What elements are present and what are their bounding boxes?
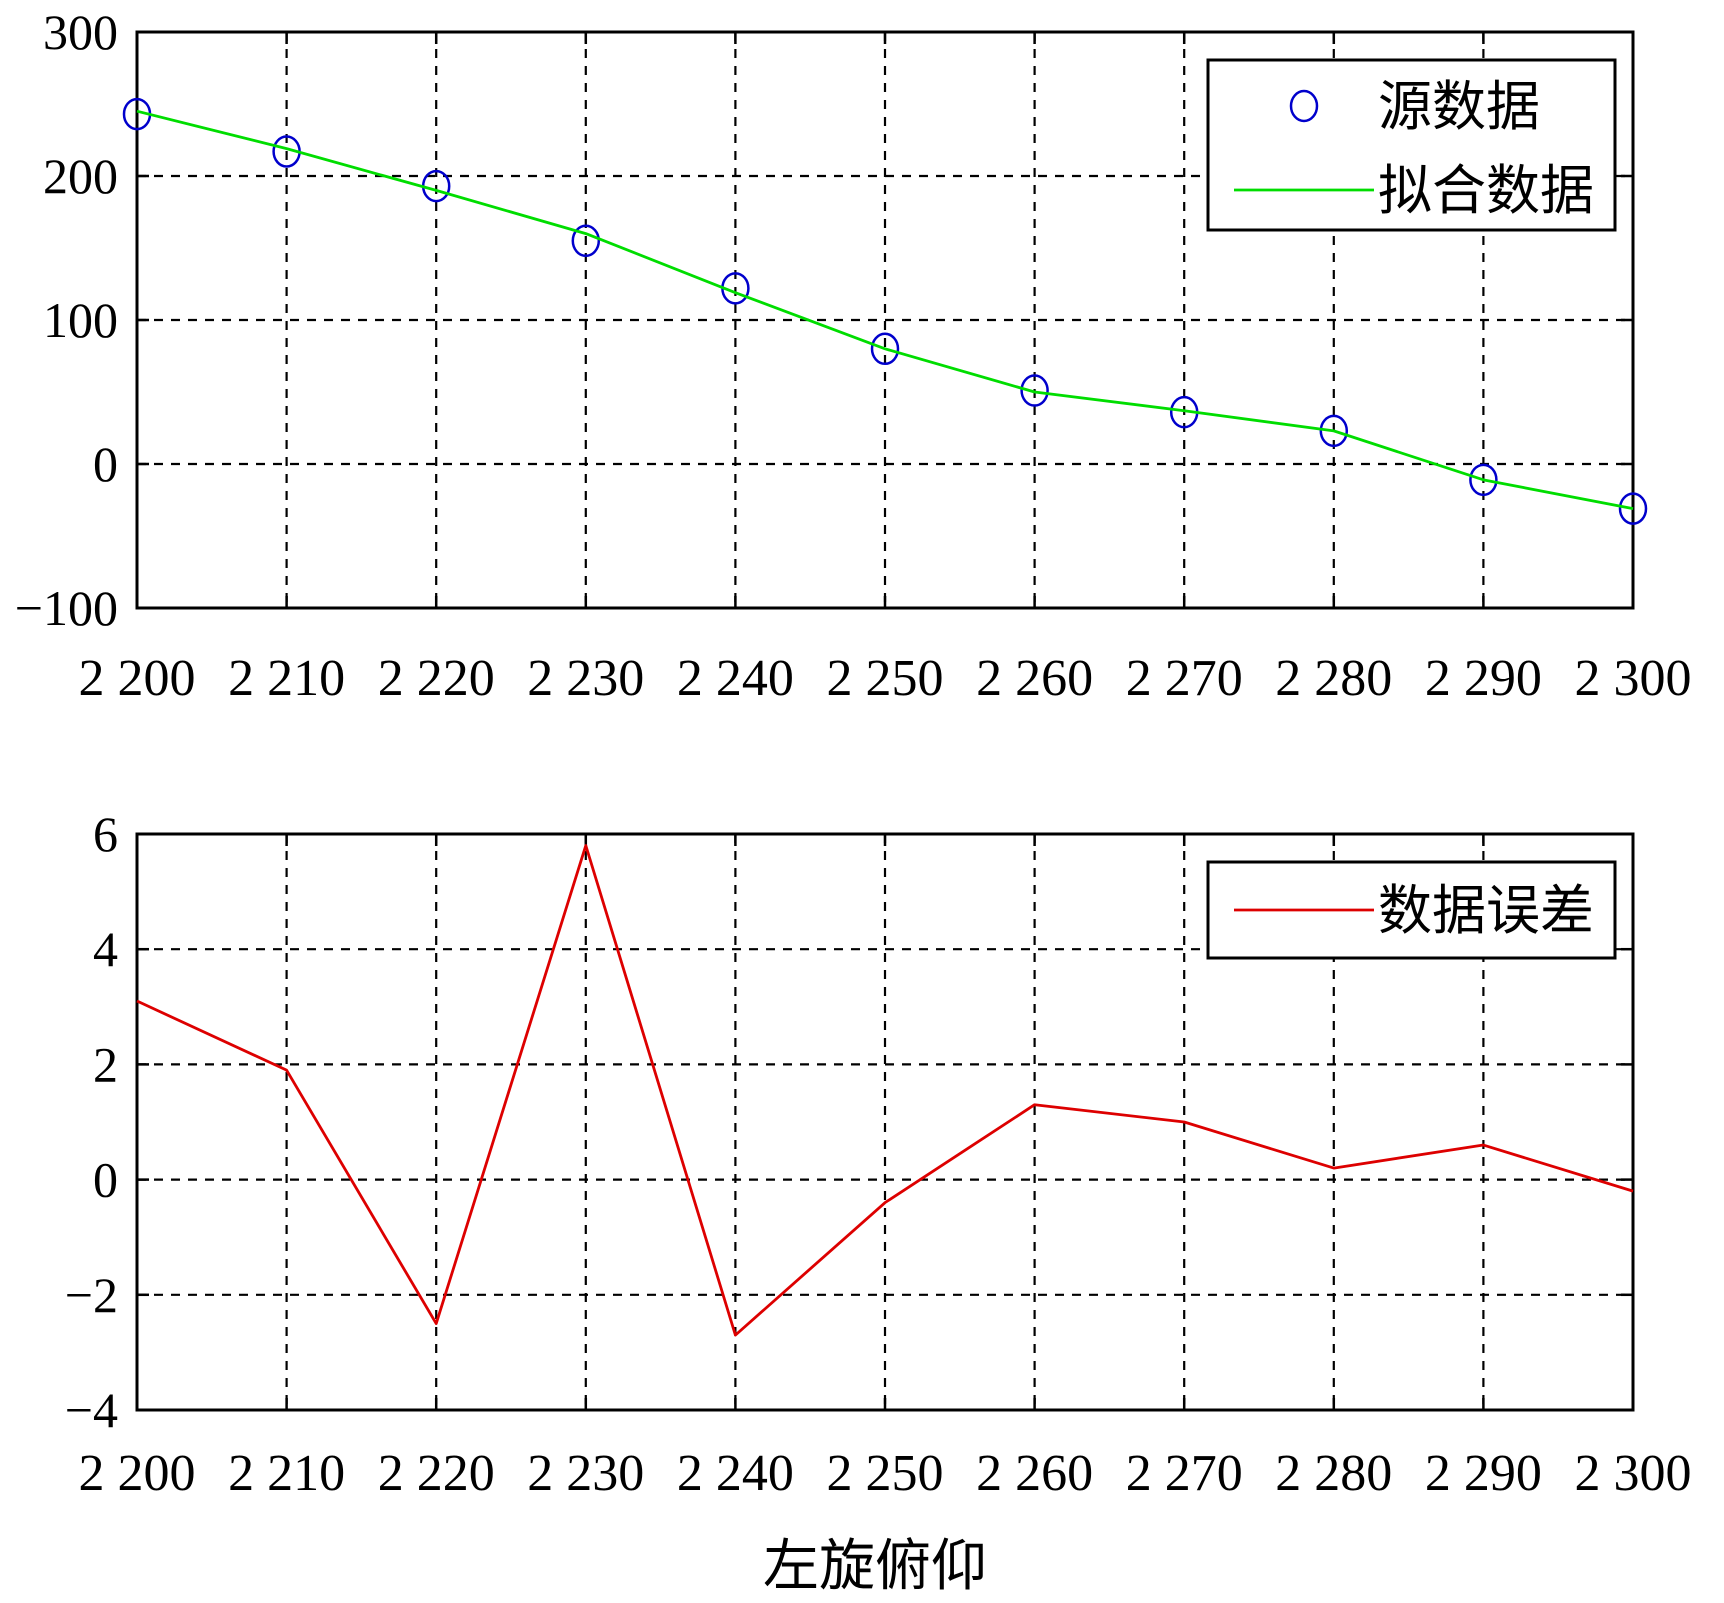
source-data-point xyxy=(571,224,601,258)
y-tick-label: −4 xyxy=(65,1382,118,1438)
x-tick-label: 2 240 xyxy=(677,1445,794,1502)
legend-label: 数据误差 xyxy=(1378,881,1594,941)
x-axis-label: 左旋俯仰 xyxy=(763,1536,987,1598)
legend-box xyxy=(1206,58,1617,232)
x-tick-label: 2 260 xyxy=(976,1445,1093,1502)
y-tick-label: 6 xyxy=(93,806,118,862)
x-tick-label: 2 270 xyxy=(1126,650,1243,707)
y-tick-label: 100 xyxy=(43,292,118,348)
x-tick-label: 2 230 xyxy=(527,1445,644,1502)
y-tick-label: −2 xyxy=(65,1267,118,1323)
x-tick-label: 2 280 xyxy=(1275,650,1392,707)
x-tick-label: 2 260 xyxy=(976,650,1093,707)
x-tick-label: 2 250 xyxy=(827,650,944,707)
x-tick-label: 2 200 xyxy=(79,1445,196,1502)
x-tick-label: 2 280 xyxy=(1275,1445,1392,1502)
source-data-point xyxy=(1020,374,1049,407)
y-tick-label: 2 xyxy=(93,1036,118,1092)
y-tick-label: 0 xyxy=(93,436,118,492)
y-tick-label: 0 xyxy=(93,1152,118,1208)
error-line xyxy=(136,844,1634,1337)
y-tick-label: 300 xyxy=(43,4,118,60)
x-tick-label: 2 270 xyxy=(1126,1445,1243,1502)
x-tick-label: 2 290 xyxy=(1425,1445,1542,1502)
y-tick-label: 200 xyxy=(43,148,118,204)
x-tick-label: 2 200 xyxy=(79,650,196,707)
x-tick-label: 2 300 xyxy=(1575,650,1692,707)
panel-source-vs-fit: 300 200 100 0 −100 2 200 2 210 2 220 2 230 2 240 2… xyxy=(15,4,1692,707)
legend-marker-circle xyxy=(1289,89,1319,123)
x-tick-label: 2 300 xyxy=(1575,1445,1692,1502)
legend-label: 拟合数据 xyxy=(1378,161,1594,221)
x-tick-label: 2 290 xyxy=(1425,650,1542,707)
x-tick-label: 2 220 xyxy=(378,650,495,707)
source-data-point xyxy=(1469,463,1498,497)
x-tick-label: 2 210 xyxy=(228,1445,345,1502)
source-data-point xyxy=(1319,414,1349,448)
x-tick-label: 2 240 xyxy=(677,650,794,707)
x-tick-label: 2 220 xyxy=(378,1445,495,1502)
x-tick-label: 2 210 xyxy=(228,650,345,707)
y-tick-label: −100 xyxy=(15,580,118,636)
x-tick-label: 2 230 xyxy=(527,650,644,707)
source-data-point xyxy=(1618,492,1648,525)
y-tick-label: 4 xyxy=(93,921,118,977)
panel-error: 6 4 2 0 −2 −4 2 200 2 210 2 220 2 230 2 240 2 250 2 … xyxy=(65,806,1692,1598)
legend-label: 源数据 xyxy=(1378,77,1540,137)
source-data-point xyxy=(870,332,900,366)
x-tick-label: 2 250 xyxy=(827,1445,944,1502)
fit-data-line xyxy=(136,109,1634,511)
